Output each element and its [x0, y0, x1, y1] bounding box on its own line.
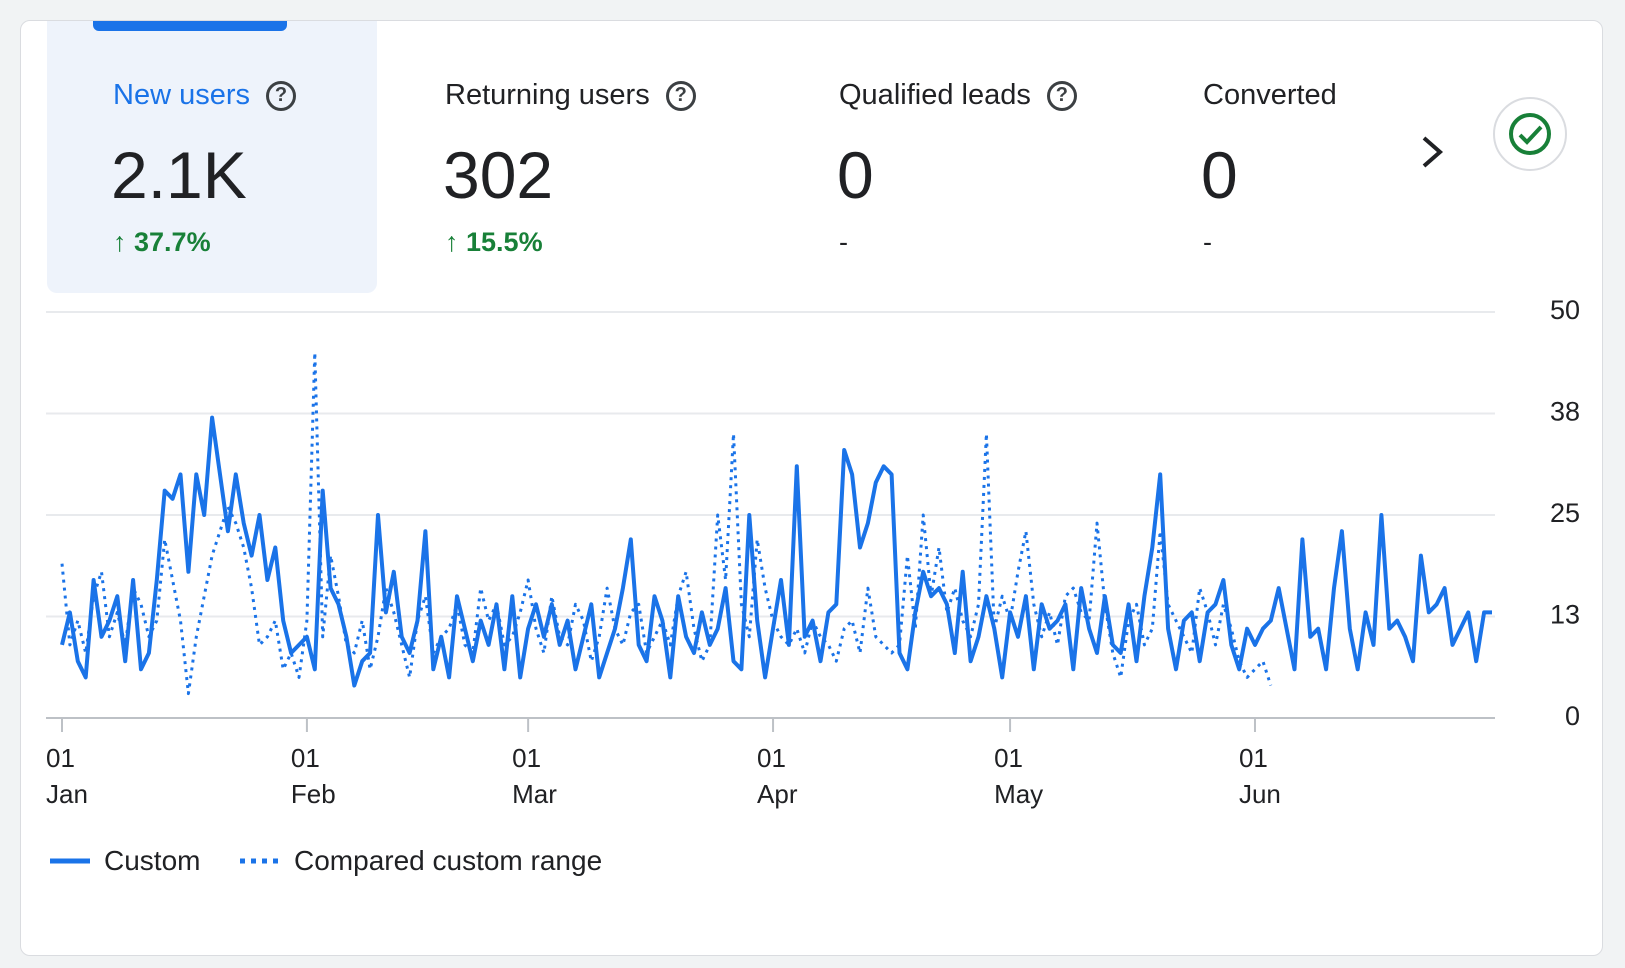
next-arrow[interactable]: [1422, 136, 1444, 168]
help-icon[interactable]: ?: [665, 80, 696, 111]
help-icon[interactable]: ?: [266, 80, 296, 111]
tab-change: ↑ 15.5%: [445, 227, 543, 257]
tab-indicator: [93, 21, 287, 31]
tab-label: Qualified leads: [839, 79, 1031, 111]
tab-label-row: Converted: [1203, 79, 1337, 112]
x-tick-label: 01 Mar: [512, 743, 557, 809]
tab-label: Returning users: [445, 79, 650, 111]
check-button[interactable]: [1493, 97, 1567, 171]
check-icon: [1509, 113, 1551, 155]
tab-change: -: [839, 227, 848, 257]
help-icon[interactable]: ?: [1046, 80, 1077, 111]
x-tick-label: 01 Jan: [46, 743, 88, 809]
y-tick-label: 13: [1550, 600, 1580, 630]
tab-value: 2.1K: [111, 138, 247, 212]
legend-swatch: [50, 858, 90, 864]
card: New users? 2.1K ↑ 37.7% Returning users?…: [20, 20, 1603, 956]
check-mark: [1518, 125, 1543, 145]
x-tick-label: 01 Jun: [1238, 743, 1281, 809]
x-tick-label: 01 Feb: [290, 743, 336, 809]
y-tick-label: 25: [1550, 498, 1580, 528]
tab-label-row: Returning users?: [445, 79, 696, 112]
tab-label-row: New users?: [113, 79, 296, 112]
tab-change: -: [1203, 227, 1212, 257]
x-tick-label: 01 Apr: [757, 743, 798, 809]
tab-change: ↑ 37.7%: [113, 227, 211, 257]
legend-label: Compared custom range: [294, 845, 603, 876]
tab-value: 0: [1201, 138, 1238, 212]
y-tick-label: 38: [1550, 397, 1580, 427]
legend-item[interactable]: Custom: [50, 845, 200, 877]
y-tick-label: 50: [1550, 295, 1580, 325]
legend-label: Custom: [104, 845, 201, 876]
tab[interactable]: Converted 0 -: [1137, 21, 1467, 293]
legend-swatch: [240, 858, 280, 864]
tab[interactable]: Qualified leads? 0 -: [773, 21, 1103, 293]
tab[interactable]: New users? 2.1K ↑ 37.7%: [47, 21, 377, 293]
series-line: [60, 415, 1492, 688]
tab-value: 302: [443, 138, 554, 212]
tab-label-row: Qualified leads?: [839, 79, 1077, 112]
x-tick-label: 01 May: [994, 743, 1044, 809]
tab[interactable]: Returning users? 302 ↑ 15.5%: [379, 21, 709, 293]
tab-label: Converted: [1203, 79, 1337, 111]
change-text: 15.5%: [466, 227, 543, 257]
tab-value: 0: [837, 138, 874, 212]
tab-label: New users: [113, 79, 250, 111]
change-text: 37.7%: [134, 227, 211, 257]
legend-item[interactable]: Compared custom range: [240, 845, 602, 877]
y-tick-label: 0: [1565, 701, 1580, 731]
